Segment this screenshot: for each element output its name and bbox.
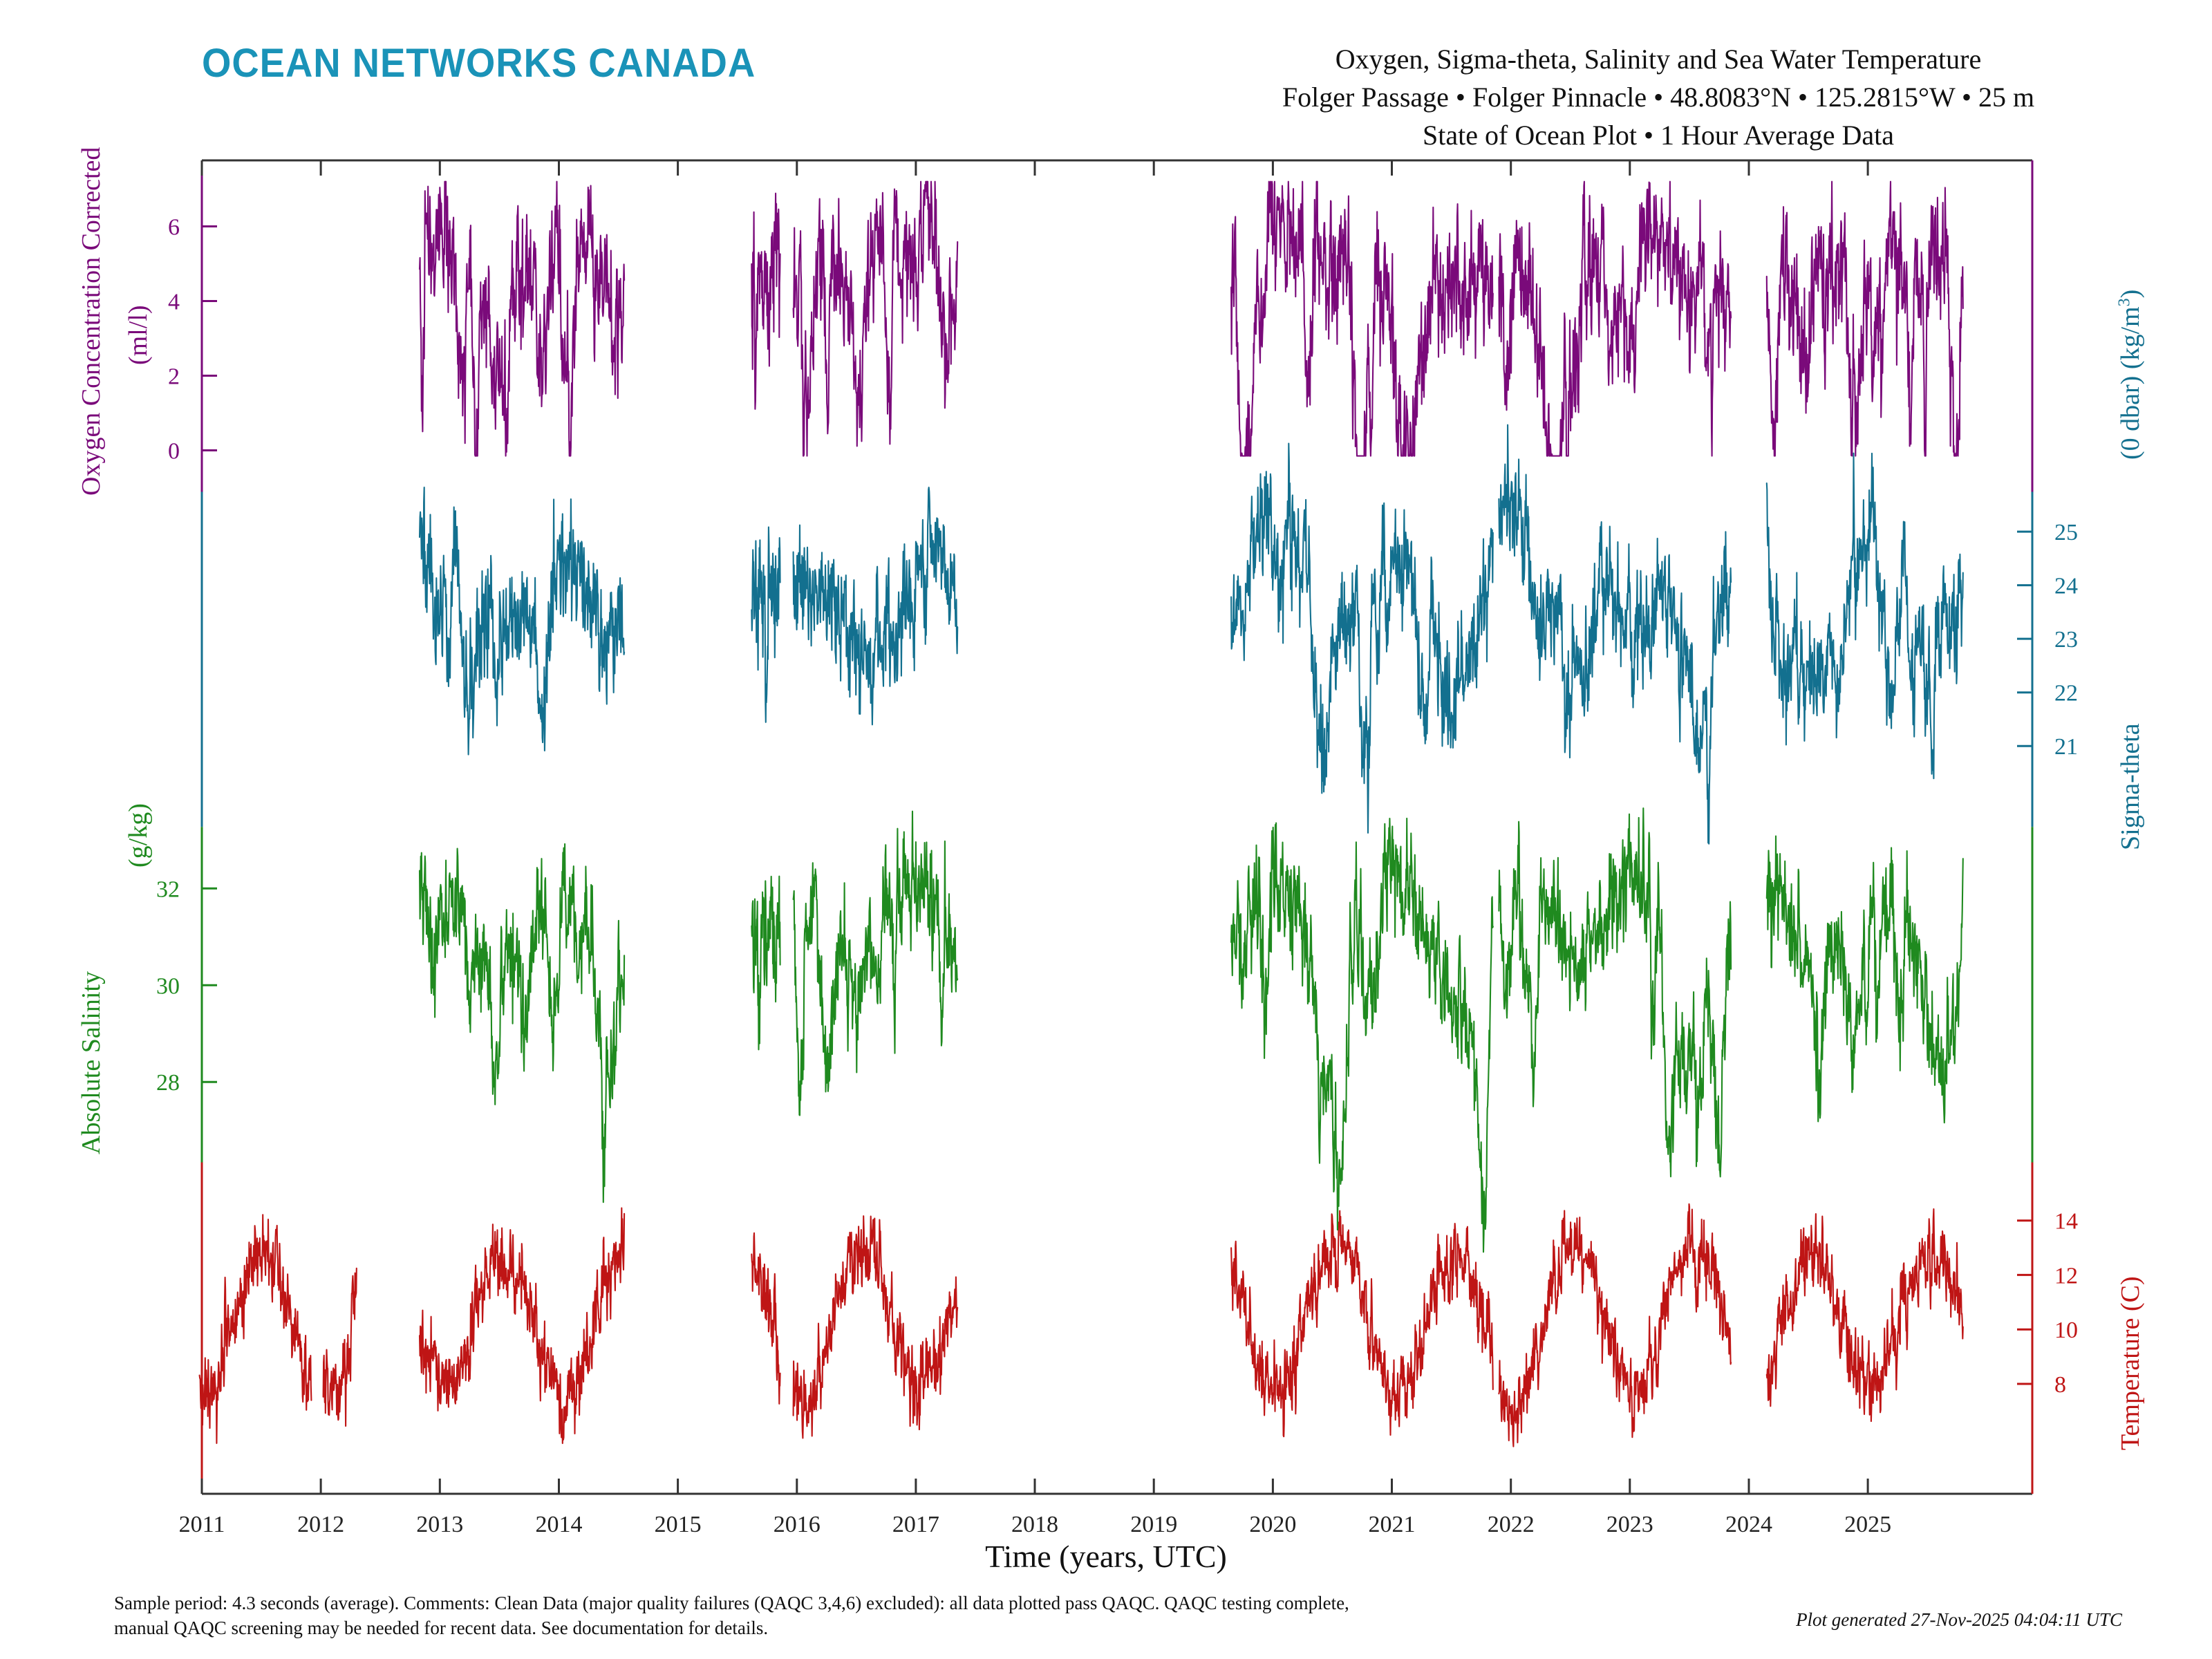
svg-text:21: 21 — [2054, 734, 2078, 760]
svg-text:2022: 2022 — [1488, 1512, 1535, 1537]
svg-text:8: 8 — [2054, 1372, 2066, 1398]
svg-text:2023: 2023 — [1606, 1512, 1653, 1537]
svg-text:24: 24 — [2054, 574, 2078, 599]
svg-text:2012: 2012 — [297, 1512, 344, 1537]
svg-text:30: 30 — [156, 973, 180, 999]
svg-text:2013: 2013 — [416, 1512, 463, 1537]
svg-text:28: 28 — [156, 1070, 180, 1096]
svg-text:25: 25 — [2054, 520, 2078, 545]
svg-text:2018: 2018 — [1011, 1512, 1058, 1537]
svg-text:6: 6 — [168, 215, 180, 241]
svg-text:4: 4 — [168, 290, 180, 315]
svg-text:2019: 2019 — [1130, 1512, 1177, 1537]
svg-text:2020: 2020 — [1249, 1512, 1296, 1537]
svg-text:22: 22 — [2054, 681, 2078, 706]
svg-text:14: 14 — [2054, 1209, 2078, 1235]
svg-text:2015: 2015 — [655, 1512, 702, 1537]
svg-text:2024: 2024 — [1725, 1512, 1772, 1537]
svg-text:2017: 2017 — [892, 1512, 939, 1537]
svg-text:2016: 2016 — [774, 1512, 821, 1537]
svg-text:0: 0 — [168, 439, 180, 465]
svg-text:2014: 2014 — [536, 1512, 583, 1537]
svg-text:2: 2 — [168, 364, 180, 390]
svg-text:12: 12 — [2054, 1263, 2078, 1288]
svg-text:23: 23 — [2054, 627, 2078, 653]
svg-text:10: 10 — [2054, 1318, 2078, 1343]
svg-text:2025: 2025 — [1844, 1512, 1891, 1537]
svg-text:2011: 2011 — [179, 1512, 225, 1537]
svg-text:32: 32 — [156, 877, 180, 902]
svg-text:2021: 2021 — [1369, 1512, 1416, 1537]
